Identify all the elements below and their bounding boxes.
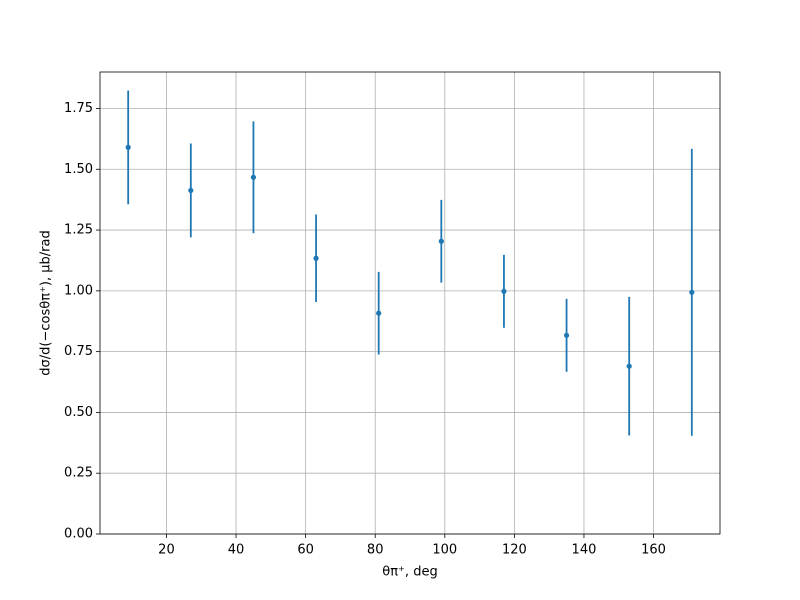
x-axis-label: θπ⁺, deg (382, 565, 437, 580)
x-tick-label: 60 (297, 543, 314, 558)
data-point (563, 332, 570, 338)
x-tick-label: 80 (367, 543, 384, 558)
x-tick-label: 120 (502, 543, 527, 558)
x-tick-label: 140 (572, 543, 597, 558)
y-tick-label: 0.50 (64, 405, 93, 420)
y-tick-label: 1.50 (64, 162, 93, 177)
y-tick-label: 1.00 (64, 283, 93, 298)
x-tick-label: 100 (432, 543, 457, 558)
data-point (313, 255, 319, 261)
y-tick-label: 1.75 (64, 101, 93, 116)
y-tick-label: 0.00 (64, 527, 93, 542)
x-tick-label: 40 (228, 543, 245, 558)
y-axis-label: dσ/d(−cosθπ⁺), μb/rad (39, 230, 54, 375)
data-point (125, 144, 131, 150)
x-tick-label: 20 (158, 543, 175, 558)
data-point (188, 187, 194, 194)
data-point (689, 289, 695, 295)
x-tick-label: 160 (641, 543, 666, 558)
plot-frame (99, 71, 721, 535)
y-tick-label: 1.25 (64, 223, 93, 238)
data-point (250, 174, 257, 180)
data-point (438, 238, 444, 244)
y-tick-label: 0.25 (64, 466, 93, 481)
y-tick-label: 0.75 (64, 344, 93, 359)
data-point (376, 310, 382, 316)
data-point (501, 288, 507, 294)
data-point (626, 363, 632, 369)
